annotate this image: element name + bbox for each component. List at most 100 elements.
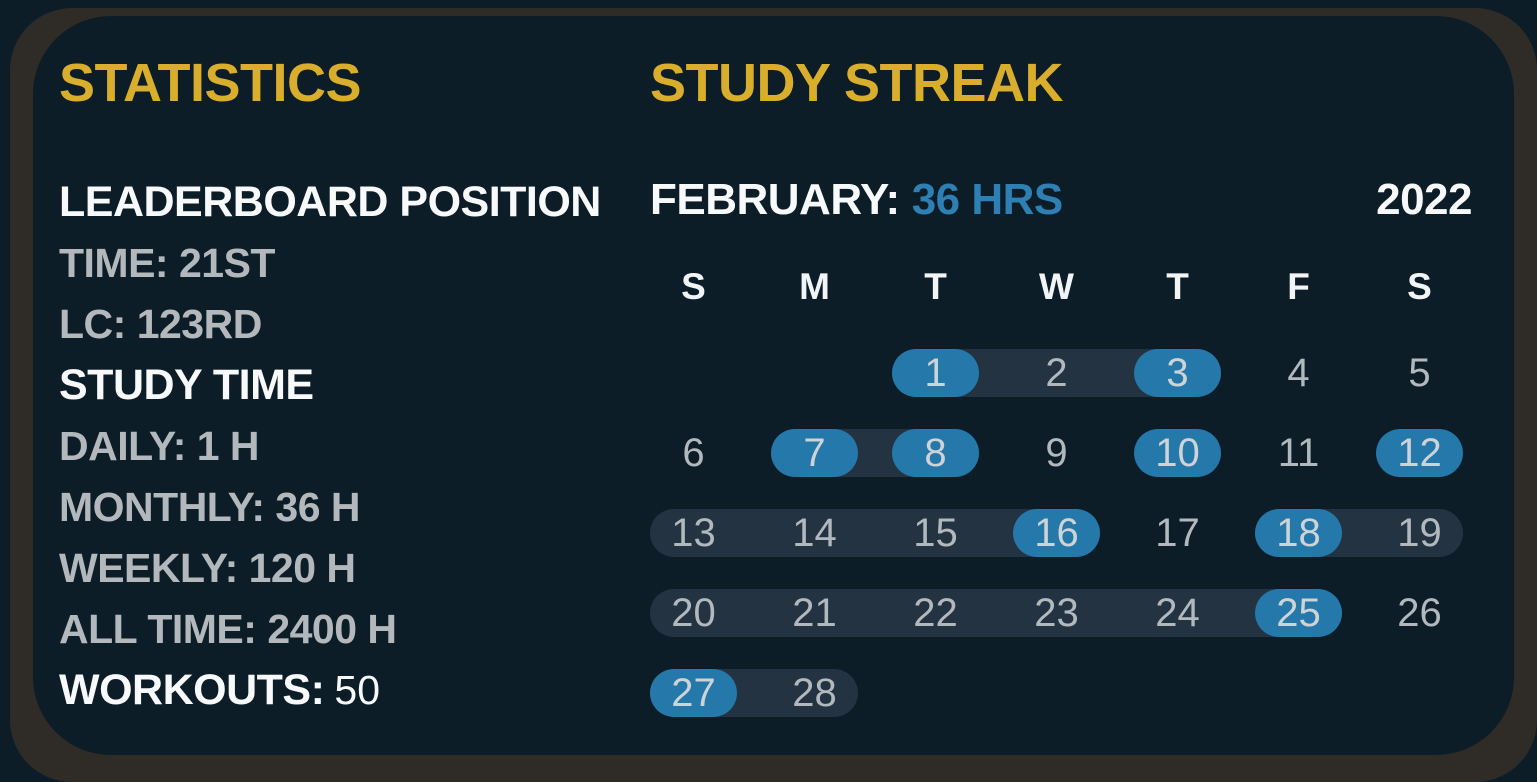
- calendar-day-cell: 6: [633, 429, 754, 477]
- calendar-day-cell: 26: [1359, 589, 1480, 637]
- studied-day-pill: 10: [1134, 429, 1221, 477]
- calendar-day-cell: 3: [1117, 349, 1238, 397]
- day-of-week-header: T: [924, 266, 947, 307]
- workouts-count: 50: [334, 667, 381, 713]
- statistics-title: STATISTICS: [59, 53, 362, 113]
- day-number: 14: [792, 510, 837, 555]
- study-time-heading: STUDY TIME: [59, 361, 314, 409]
- statistics-section: STATISTICS LEADERBOARD POSITION TIME: 21…: [59, 52, 639, 721]
- day-number: 15: [913, 510, 958, 555]
- calendar-day-cell: [875, 669, 996, 717]
- week-row: 6 7 8 9 10 11 12: [633, 429, 1480, 477]
- calendar-day-cell: 14: [754, 509, 875, 557]
- day-number: 2: [1045, 350, 1068, 395]
- studied-day-pill: 1: [892, 349, 979, 397]
- calendar-day-cell: 21: [754, 589, 875, 637]
- day-number: 6: [682, 430, 705, 475]
- leaderboard-time-rank: TIME: 21ST: [59, 240, 275, 286]
- day-number: 23: [1034, 590, 1079, 635]
- week-row: 27 28: [633, 669, 1480, 717]
- day-of-week-header: T: [1166, 266, 1189, 307]
- calendar-day-cell: 8: [875, 429, 996, 477]
- day-number: 4: [1287, 350, 1310, 395]
- calendar-day-cell: 12: [1359, 429, 1480, 477]
- day-number: 18: [1276, 510, 1321, 555]
- day-number: 21: [792, 590, 837, 635]
- calendar-day-cell: 5: [1359, 349, 1480, 397]
- week-row: 20 21 22 23 24 25 26: [633, 589, 1480, 637]
- calendar-day-cell: 27: [633, 669, 754, 717]
- day-number: 25: [1276, 590, 1321, 635]
- calendar-day-cell: 20: [633, 589, 754, 637]
- leaderboard-lc-rank: LC: 123RD: [59, 301, 262, 347]
- daily-study-time: DAILY: 1 H: [59, 423, 260, 469]
- calendar-day-cell: [1117, 669, 1238, 717]
- calendar-day-cell: [1238, 669, 1359, 717]
- studied-day-pill: 25: [1255, 589, 1342, 637]
- calendar-day-cell: 22: [875, 589, 996, 637]
- calendar-day-cell: 10: [1117, 429, 1238, 477]
- day-number: 12: [1397, 430, 1442, 475]
- calendar-day-cell: [996, 669, 1117, 717]
- calendar-day-cell: 19: [1359, 509, 1480, 557]
- calendar-day-cell: 4: [1238, 349, 1359, 397]
- day-number: 9: [1045, 430, 1068, 475]
- day-of-week-header: M: [799, 266, 830, 307]
- calendar-day-cell: 13: [633, 509, 754, 557]
- month-label: FEBRUARY:: [650, 175, 900, 224]
- day-number: 27: [671, 670, 716, 715]
- streak-track: [650, 589, 1342, 637]
- day-number: 1: [924, 350, 947, 395]
- day-number: 7: [803, 430, 826, 475]
- calendar-day-cell: 11: [1238, 429, 1359, 477]
- studied-day-pill: 8: [892, 429, 979, 477]
- week-row: 1 2 3 4 5: [633, 349, 1480, 397]
- month-summary-row: FEBRUARY: 36 HRS 2022: [650, 176, 1472, 224]
- day-number: 17: [1155, 510, 1200, 555]
- day-number: 24: [1155, 590, 1200, 635]
- day-number: 5: [1408, 350, 1431, 395]
- week-row: 13 14 15 16 17 18 19: [633, 509, 1480, 557]
- dashboard-card: STATISTICS LEADERBOARD POSITION TIME: 21…: [33, 16, 1514, 755]
- monthly-study-time: MONTHLY: 36 H: [59, 484, 361, 530]
- day-number: 28: [792, 670, 837, 715]
- year-label: 2022: [1376, 175, 1472, 224]
- day-number: 20: [671, 590, 716, 635]
- calendar-day-cell: [633, 349, 754, 397]
- workouts-line: WORKOUTS: 50: [59, 660, 639, 721]
- studied-day-pill: 16: [1013, 509, 1100, 557]
- day-number: 16: [1034, 510, 1079, 555]
- day-number: 26: [1397, 590, 1442, 635]
- calendar-day-cell: 2: [996, 349, 1117, 397]
- calendar-day-cell: 28: [754, 669, 875, 717]
- leaderboard-position-heading: LEADERBOARD POSITION: [59, 178, 601, 226]
- studied-day-pill: 27: [650, 669, 737, 717]
- day-number: 19: [1397, 510, 1442, 555]
- calendar-day-cell: 17: [1117, 509, 1238, 557]
- calendar-day-cell: 1: [875, 349, 996, 397]
- day-number: 3: [1166, 350, 1189, 395]
- month-hours: 36 HRS: [911, 175, 1064, 224]
- day-number: 8: [924, 430, 947, 475]
- workouts-label: WORKOUTS:: [59, 666, 325, 714]
- calendar-day-cell: 9: [996, 429, 1117, 477]
- day-number: 10: [1155, 430, 1200, 475]
- studied-day-pill: 7: [771, 429, 858, 477]
- day-of-week-header: S: [681, 266, 706, 307]
- day-number: 11: [1277, 430, 1320, 475]
- calendar-day-cell: 7: [754, 429, 875, 477]
- calendar-day-cell: 16: [996, 509, 1117, 557]
- study-streak-title: STUDY STREAK: [650, 53, 1064, 113]
- day-of-week-header: F: [1287, 266, 1310, 307]
- day-of-week-header: W: [1039, 266, 1074, 307]
- weekly-study-time: WEEKLY: 120 H: [59, 545, 356, 591]
- day-of-week-header: S: [1407, 266, 1432, 307]
- studied-day-pill: 3: [1134, 349, 1221, 397]
- calendar-day-cell: [1359, 669, 1480, 717]
- calendar-day-cell: 15: [875, 509, 996, 557]
- studied-day-pill: 18: [1255, 509, 1342, 557]
